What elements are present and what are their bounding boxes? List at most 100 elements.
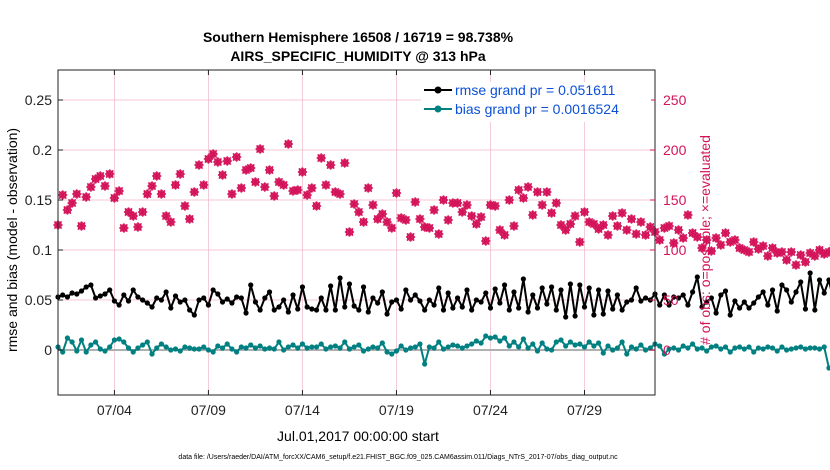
rmse-point (252, 299, 259, 305)
rmse-point (248, 282, 254, 288)
obs-evaluated-marker (264, 165, 275, 175)
rmse-point (581, 304, 588, 310)
x-axis-ticks: 07/04 07/09 07/14 07/19 07/24 07/29 (97, 70, 602, 418)
rmse-point (125, 298, 132, 304)
bias-point (78, 337, 85, 343)
obs-evaluated-marker (720, 228, 731, 238)
rmse-point (737, 305, 743, 311)
obs-evaluated-marker (796, 250, 806, 260)
rmse-point (788, 299, 794, 305)
obs-evaluated-marker (645, 222, 655, 232)
y2-tick-label: 100 (663, 242, 687, 258)
obs-evaluated-marker (274, 177, 284, 187)
bias-point (436, 339, 442, 345)
obs-evaluated-marker (753, 244, 764, 254)
obs-evaluated-marker (175, 169, 185, 179)
obs-evaluated-marker (702, 235, 712, 245)
y2-tick-label: 0 (663, 342, 671, 358)
obs-evaluated-marker (777, 247, 787, 257)
rmse-point (177, 299, 183, 305)
rmse-point (205, 302, 212, 308)
obs-evaluated-marker (424, 223, 434, 233)
obs-evaluated-marker (76, 221, 87, 231)
bias-point (464, 343, 470, 349)
y-tick-label: 0.1 (33, 242, 53, 258)
bias-point (741, 346, 747, 352)
rmse-point (619, 307, 625, 313)
obs-evaluated-marker (123, 207, 134, 217)
bias-point (229, 346, 235, 352)
rmse-point (285, 309, 291, 315)
rmse-point (816, 277, 823, 283)
obs-evaluated-marker (669, 238, 679, 248)
rmse-point (769, 287, 776, 293)
rmse-point (755, 294, 762, 300)
rmse-point (558, 287, 564, 293)
y2-tick-label: 150 (663, 192, 687, 208)
rmse-point (548, 284, 555, 290)
rmse-point (671, 294, 677, 300)
bias-point (501, 335, 508, 341)
rmse-point (436, 285, 442, 291)
bias-point (205, 347, 212, 353)
rmse-point (539, 285, 545, 291)
bias-point (694, 346, 700, 352)
bias-point (407, 345, 414, 351)
bias-point (426, 344, 432, 350)
rmse-point (483, 290, 489, 296)
obs-evaluated-marker (119, 223, 129, 233)
obs-evaluated-marker (523, 182, 533, 192)
obs-evaluated-marker (735, 243, 745, 253)
rmse-point (168, 305, 174, 311)
rmse-point (60, 292, 66, 298)
obs-evaluated-marker (471, 219, 481, 229)
bias-point (784, 347, 790, 353)
rmse-point (473, 297, 479, 303)
bias-point (469, 341, 475, 347)
obs-evaluated-marker (485, 200, 496, 210)
rmse-point (299, 284, 306, 290)
obs-evaluated-marker (232, 152, 242, 162)
obs-evaluated-marker (156, 189, 167, 199)
obs-evaluated-marker (58, 190, 68, 200)
obs-evaluated-marker (81, 192, 91, 202)
obs-evaluated-marker (692, 232, 702, 242)
bias-point (511, 339, 517, 345)
obs-evaluated-marker (664, 221, 674, 231)
bias-point (647, 345, 653, 351)
bias-point (769, 345, 776, 351)
obs-evaluated-marker (810, 251, 820, 261)
obs-evaluated-marker (767, 243, 778, 253)
obs-evaluated-marker (194, 160, 204, 170)
bias-point (826, 365, 830, 371)
rmse-point (487, 305, 494, 311)
obs-evaluated-marker (640, 230, 651, 240)
y-tick-label: 0.25 (25, 92, 52, 108)
bias-point (328, 344, 334, 350)
rmse-point (530, 292, 536, 298)
rmse-point (266, 289, 273, 295)
rmse-point (563, 314, 569, 320)
rmse-point (210, 287, 216, 293)
obs-evaluated-marker (236, 183, 246, 193)
obs-evaluated-marker (222, 156, 232, 166)
rmse-point (784, 287, 790, 293)
x-tick-label: 07/04 (97, 402, 132, 418)
bias-point (699, 345, 705, 351)
rmse-point (88, 282, 94, 288)
rmse-point (384, 311, 390, 317)
rmse-point (238, 295, 244, 301)
rmse-point (685, 302, 691, 308)
obs-evaluated-marker (617, 208, 627, 218)
bias-point (572, 342, 578, 348)
obs-evaluated-marker (293, 185, 303, 195)
rmse-point (708, 295, 715, 301)
bias-point (816, 346, 823, 352)
obs-evaluated-marker (551, 198, 561, 208)
bias-point (149, 351, 155, 357)
obs-evaluated-marker (443, 215, 453, 225)
rmse-point (657, 302, 663, 308)
rmse-point (440, 307, 447, 313)
obs-evaluated-marker (631, 229, 641, 239)
obs-evaluated-marker (321, 180, 331, 190)
